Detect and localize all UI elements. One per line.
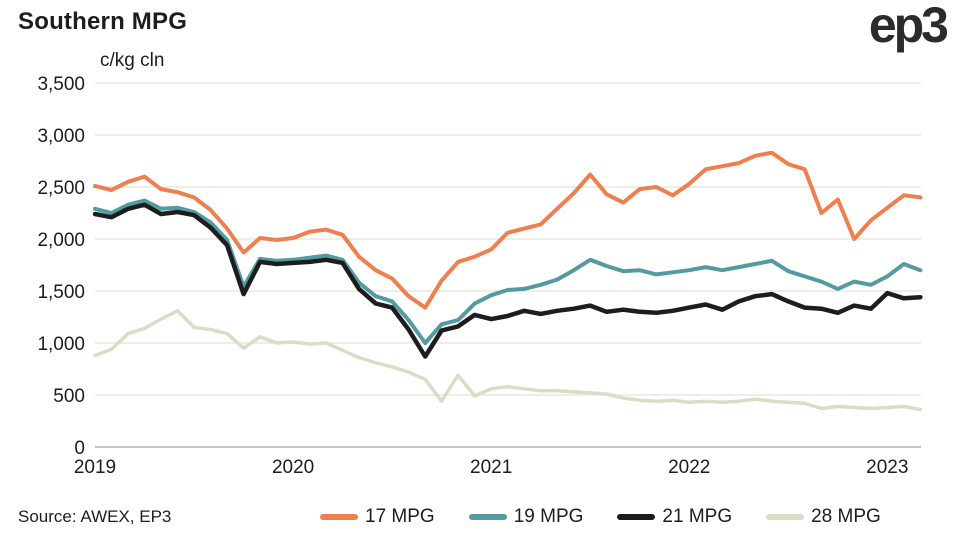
legend-label-19-mpg: 19 MPG <box>513 506 584 527</box>
legend-swatch-21-mpg <box>617 514 656 520</box>
series-line-28-mpg <box>93 309 923 412</box>
page-title: Southern MPG <box>18 8 188 35</box>
ep3-logo: ep3 <box>868 0 949 53</box>
y-axis-tick-label: 2,500 <box>37 178 85 199</box>
legend-item-28-mpg: 28 MPG <box>766 506 881 528</box>
legend-item-17-mpg: 17 MPG <box>320 506 435 528</box>
y-axis-tick-label: 2,000 <box>37 230 85 251</box>
legend-swatch-28-mpg <box>766 514 805 520</box>
source-note: Source: AWEX, EP3 <box>18 507 172 526</box>
chart-svg: 0 500 1,000 1,500 2,000 2,500 3,000 3,500 2019 20… <box>37 74 923 478</box>
legend-label-21-mpg: 21 MPG <box>662 506 733 527</box>
legend-label-17-mpg: 17 MPG <box>365 506 435 527</box>
y-axis-tick-label: 1,500 <box>37 282 85 303</box>
legend-swatch-17-mpg <box>320 514 358 520</box>
x-axis-tick-label: 2023 <box>866 457 908 478</box>
y-axis-tick-label: 0 <box>74 438 85 459</box>
series-line-21-mpg <box>92 202 923 359</box>
x-axis-tick-label: 2021 <box>470 457 512 478</box>
chart-header: Southern MPG ep3 <box>0 0 962 60</box>
chart-plot-area: 0 500 1,000 1,500 2,000 2,500 3,000 3,500 2019 20… <box>37 74 923 478</box>
y-axis-tick-label: 500 <box>53 386 85 407</box>
chart-footer: Source: AWEX, EP3 17 MPG 19 MPG 21 MPG 28 M… <box>0 501 962 533</box>
x-axis-tick-label: 2019 <box>74 457 116 478</box>
y-axis-unit-label: c/kg cln <box>100 50 165 71</box>
legend: 17 MPG 19 MPG 21 MPG 28 MPG <box>320 506 952 528</box>
y-axis-tick-label: 3,500 <box>37 74 85 95</box>
legend-label-28-mpg: 28 MPG <box>811 506 881 527</box>
x-axis-tick-label: 2022 <box>668 457 710 478</box>
y-axis-tick-label: 1,000 <box>37 334 85 355</box>
y-axis-tick-label: 3,000 <box>37 126 85 147</box>
series-line-17-mpg <box>93 150 923 310</box>
x-axis-tick-label: 2020 <box>272 457 314 478</box>
legend-item-19-mpg: 19 MPG <box>468 506 584 528</box>
legend-item-21-mpg: 21 MPG <box>617 506 732 528</box>
legend-swatch-19-mpg <box>468 514 507 520</box>
